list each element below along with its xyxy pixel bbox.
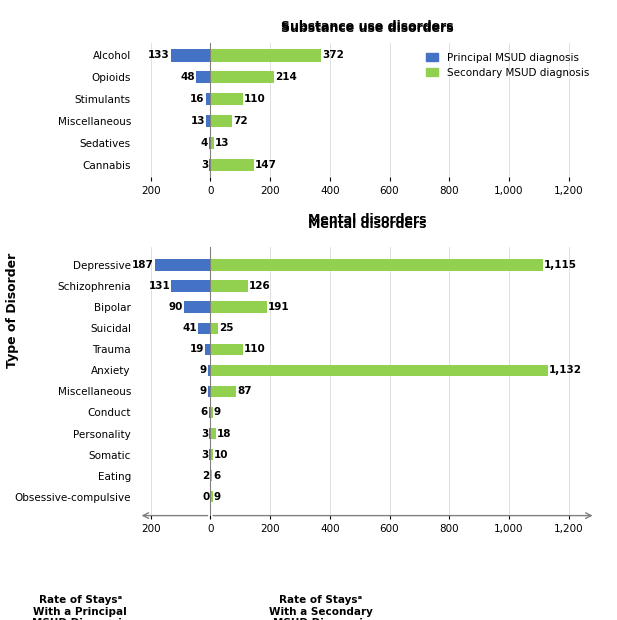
Bar [209, 137, 210, 149]
Bar [208, 365, 210, 376]
Text: 19: 19 [189, 344, 204, 355]
Bar [210, 93, 243, 105]
Text: 9: 9 [200, 365, 207, 375]
Text: 133: 133 [148, 50, 170, 61]
Bar [205, 343, 210, 355]
Text: 4: 4 [201, 138, 209, 148]
Bar [210, 343, 243, 355]
Bar [210, 50, 321, 61]
Text: 0: 0 [202, 492, 210, 502]
Bar [210, 449, 213, 461]
Bar [210, 407, 213, 419]
Bar [210, 259, 543, 271]
Text: 191: 191 [268, 303, 290, 312]
Bar [210, 386, 236, 397]
Text: 87: 87 [238, 386, 252, 396]
Text: Substance use disorders: Substance use disorders [281, 20, 453, 33]
Bar [210, 115, 232, 127]
Text: 9: 9 [200, 386, 207, 396]
Bar [207, 115, 210, 127]
Bar [196, 71, 210, 84]
Text: 3: 3 [201, 160, 209, 170]
Text: 372: 372 [322, 50, 344, 61]
Bar [210, 280, 248, 292]
Bar [171, 50, 210, 61]
Text: Mental disorders: Mental disorders [308, 213, 426, 226]
Bar [154, 259, 210, 271]
Bar [210, 137, 214, 149]
Text: 16: 16 [190, 94, 205, 104]
Text: 48: 48 [181, 73, 195, 82]
Bar [208, 386, 210, 397]
Text: 110: 110 [244, 344, 266, 355]
Text: 18: 18 [217, 428, 231, 438]
Bar [209, 407, 210, 419]
Text: 126: 126 [249, 281, 271, 291]
Text: 3: 3 [201, 428, 209, 438]
Text: 72: 72 [233, 116, 247, 126]
Text: 131: 131 [149, 281, 170, 291]
Text: 1,115: 1,115 [544, 260, 577, 270]
Bar [172, 280, 210, 292]
Text: Rate of Staysᵃ
With a Secondary
MSUD Diagnosis: Rate of Staysᵃ With a Secondary MSUD Dia… [269, 595, 373, 620]
Bar [205, 93, 210, 105]
Bar [210, 470, 212, 481]
Text: 3: 3 [201, 450, 209, 459]
Text: 6: 6 [213, 471, 220, 480]
Text: 110: 110 [244, 94, 266, 104]
Text: 13: 13 [191, 116, 205, 126]
Bar [210, 301, 267, 313]
Bar [210, 159, 254, 171]
Bar [198, 322, 210, 334]
Bar [210, 365, 549, 376]
Text: 13: 13 [215, 138, 230, 148]
Text: Type of Disorder: Type of Disorder [6, 252, 19, 368]
Text: 1,132: 1,132 [549, 365, 582, 375]
Text: 214: 214 [275, 73, 297, 82]
Text: 2: 2 [202, 471, 209, 480]
Text: 25: 25 [219, 323, 233, 334]
Text: 10: 10 [214, 450, 229, 459]
Text: 9: 9 [214, 492, 221, 502]
Text: 90: 90 [168, 303, 183, 312]
Text: Substance use disorders: Substance use disorders [281, 22, 453, 35]
Text: 147: 147 [255, 160, 277, 170]
Bar [210, 71, 275, 84]
Text: 41: 41 [183, 323, 197, 334]
Text: Mental disorders: Mental disorders [308, 218, 426, 231]
Bar [210, 428, 216, 440]
Bar [210, 491, 213, 502]
Legend: Principal MSUD diagnosis, Secondary MSUD diagnosis: Principal MSUD diagnosis, Secondary MSUD… [422, 48, 594, 82]
Bar [183, 301, 210, 313]
Text: Rate of Staysᵃ
With a Principal
MSUD Diagnosis: Rate of Staysᵃ With a Principal MSUD Dia… [32, 595, 128, 620]
Text: 6: 6 [201, 407, 208, 417]
Text: 187: 187 [132, 260, 154, 270]
Text: 9: 9 [214, 407, 221, 417]
Bar [210, 322, 218, 334]
